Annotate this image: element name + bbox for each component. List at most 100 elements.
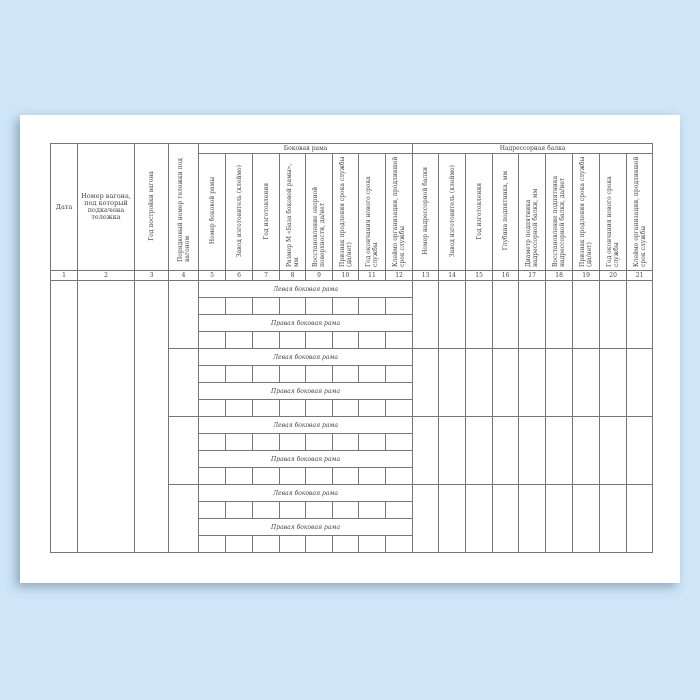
entry-cell-col-12[interactable] [384,399,414,417]
entry-cell-col-16[interactable] [492,416,520,485]
entry-cell-col-7[interactable] [252,501,280,519]
entry-cell-col-11[interactable] [358,467,386,485]
entry-cell-col-11[interactable] [358,399,386,417]
entry-cell-col-11[interactable] [358,535,386,553]
entry-cell-col-15[interactable] [465,416,494,485]
entry-cell-col-5[interactable] [198,365,226,383]
entry-cell-col-9[interactable] [305,467,333,485]
entry-cell-col-18[interactable] [545,484,574,553]
entry-cell-col-19[interactable] [572,484,601,553]
entry-cell-col-17[interactable] [518,348,547,417]
entry-cell-col-10[interactable] [332,467,359,485]
entry-cell-col-17[interactable] [518,484,547,553]
entry-cell-col-7[interactable] [252,535,280,553]
entry-cell-col-9[interactable] [305,331,333,349]
entry-cell-col-8[interactable] [279,365,306,383]
entry-cell-col-7[interactable] [252,331,280,349]
entry-cell-col-11[interactable] [358,433,386,451]
entry-cell-col-18[interactable] [545,348,574,417]
entry-cell-col-7[interactable] [252,365,280,383]
entry-cell-col-5[interactable] [198,467,226,485]
entry-cell-col-6[interactable] [225,467,253,485]
entry-cell-col-3[interactable] [134,280,169,553]
entry-cell-col-14[interactable] [438,416,467,485]
entry-cell-col-6[interactable] [225,331,253,349]
entry-cell-col-14[interactable] [438,348,467,417]
entry-cell-col-16[interactable] [492,280,520,349]
entry-cell-col-19[interactable] [572,416,601,485]
entry-cell-col-15[interactable] [465,348,494,417]
entry-cell-col-17[interactable] [518,280,547,349]
entry-cell-col-21[interactable] [626,280,654,349]
entry-cell-col-16[interactable] [492,484,520,553]
entry-cell-col-17[interactable] [518,416,547,485]
entry-cell-col-21[interactable] [626,484,654,553]
entry-cell-col-1[interactable] [50,280,78,553]
entry-cell-col-6[interactable] [225,501,253,519]
entry-cell-col-12[interactable] [384,331,414,349]
entry-cell-col-4[interactable] [168,484,199,553]
entry-cell-col-12[interactable] [384,535,414,553]
entry-cell-col-20[interactable] [599,484,628,553]
entry-cell-col-8[interactable] [279,433,306,451]
entry-cell-col-11[interactable] [358,331,386,349]
entry-cell-col-5[interactable] [198,535,226,553]
entry-cell-col-20[interactable] [599,348,628,417]
entry-cell-col-14[interactable] [438,280,467,349]
entry-cell-col-11[interactable] [358,365,386,383]
entry-cell-col-4[interactable] [168,348,199,417]
entry-cell-col-12[interactable] [384,297,414,315]
entry-cell-col-9[interactable] [305,297,333,315]
entry-cell-col-9[interactable] [305,433,333,451]
entry-cell-col-6[interactable] [225,297,253,315]
entry-cell-col-8[interactable] [279,501,306,519]
entry-cell-col-5[interactable] [198,501,226,519]
entry-cell-col-15[interactable] [465,280,494,349]
entry-cell-col-13[interactable] [412,280,440,349]
entry-cell-col-2[interactable] [77,280,135,553]
entry-cell-col-9[interactable] [305,399,333,417]
entry-cell-col-12[interactable] [384,467,414,485]
entry-cell-col-16[interactable] [492,348,520,417]
entry-cell-col-8[interactable] [279,297,306,315]
entry-cell-col-12[interactable] [384,433,414,451]
entry-cell-col-8[interactable] [279,399,306,417]
entry-cell-col-6[interactable] [225,433,253,451]
entry-cell-col-4[interactable] [168,280,199,349]
entry-cell-col-18[interactable] [545,280,574,349]
entry-cell-col-8[interactable] [279,331,306,349]
entry-cell-col-11[interactable] [358,297,386,315]
entry-cell-col-8[interactable] [279,535,306,553]
entry-cell-col-5[interactable] [198,297,226,315]
entry-cell-col-13[interactable] [412,348,440,417]
entry-cell-col-4[interactable] [168,416,199,485]
entry-cell-col-15[interactable] [465,484,494,553]
entry-cell-col-10[interactable] [332,433,359,451]
entry-cell-col-7[interactable] [252,399,280,417]
entry-cell-col-12[interactable] [384,365,414,383]
entry-cell-col-9[interactable] [305,365,333,383]
entry-cell-col-6[interactable] [225,399,253,417]
entry-cell-col-5[interactable] [198,433,226,451]
entry-cell-col-10[interactable] [332,297,359,315]
entry-cell-col-19[interactable] [572,280,601,349]
entry-cell-col-5[interactable] [198,331,226,349]
entry-cell-col-10[interactable] [332,331,359,349]
entry-cell-col-10[interactable] [332,501,359,519]
entry-cell-col-8[interactable] [279,467,306,485]
entry-cell-col-9[interactable] [305,501,333,519]
entry-cell-col-21[interactable] [626,416,654,485]
entry-cell-col-6[interactable] [225,365,253,383]
entry-cell-col-5[interactable] [198,399,226,417]
entry-cell-col-10[interactable] [332,399,359,417]
entry-cell-col-12[interactable] [384,501,414,519]
entry-cell-col-19[interactable] [572,348,601,417]
entry-cell-col-20[interactable] [599,280,628,349]
entry-cell-col-7[interactable] [252,297,280,315]
entry-cell-col-14[interactable] [438,484,467,553]
entry-cell-col-11[interactable] [358,501,386,519]
entry-cell-col-10[interactable] [332,535,359,553]
entry-cell-col-10[interactable] [332,365,359,383]
entry-cell-col-21[interactable] [626,348,654,417]
entry-cell-col-13[interactable] [412,484,440,553]
